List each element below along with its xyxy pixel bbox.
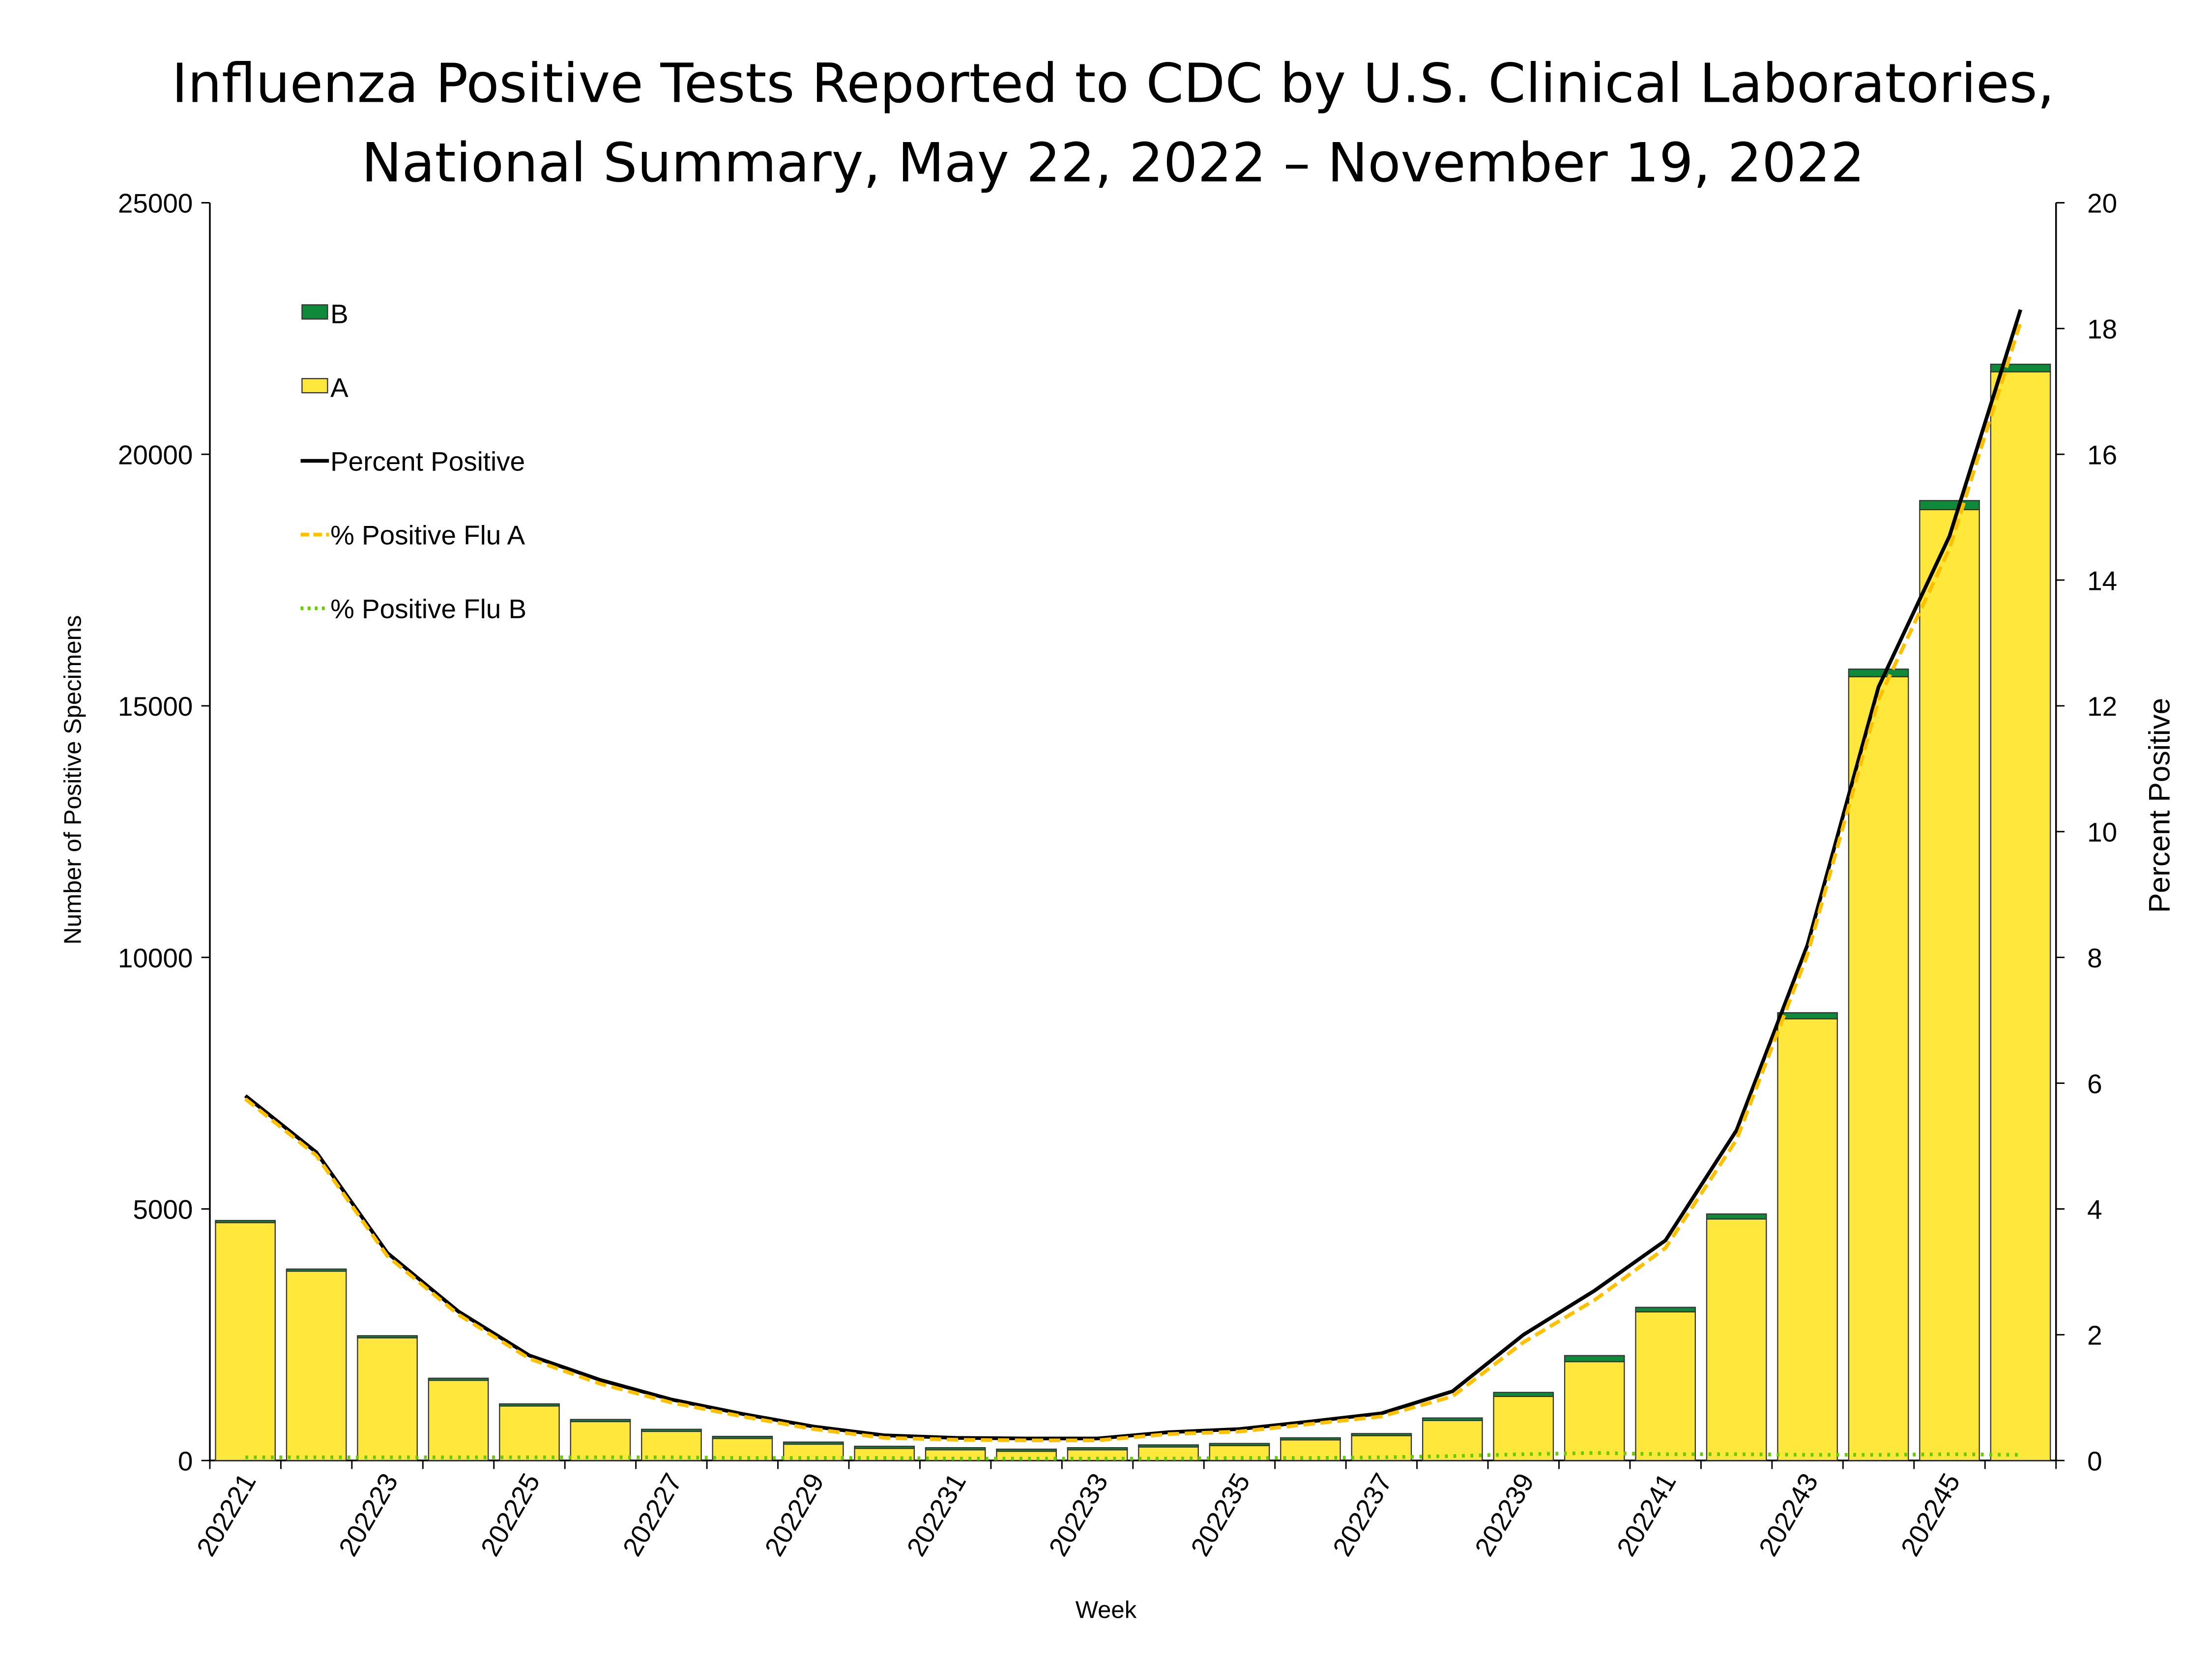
x-tick-label: 202229 (758, 1468, 830, 1561)
bar-b (570, 1419, 631, 1423)
y2-tick-label: 0 (2087, 1446, 2102, 1476)
bar-a (1848, 676, 1909, 1461)
x-tick-label: 202237 (1327, 1468, 1398, 1561)
bar-b (1493, 1392, 1554, 1397)
bar-b (215, 1220, 276, 1223)
x-tick-label: 202223 (332, 1468, 404, 1561)
x-tick-label: 202241 (1611, 1468, 1682, 1561)
y2-tick-label: 12 (2087, 691, 2117, 722)
x-tick-label: 202231 (901, 1468, 972, 1561)
bar-b (1351, 1433, 1412, 1436)
chart-title-line-2: National Summary, May 22, 2022 – Novembe… (361, 131, 1864, 194)
x-tick-label: 202221 (190, 1468, 262, 1561)
bar-b (1067, 1447, 1128, 1451)
y2-tick-label: 4 (2087, 1194, 2102, 1225)
y2-axis-label: Percent Positive (2142, 698, 2176, 913)
line--positive-flu-a (244, 321, 2023, 1442)
legend-label: % Positive Flu B (330, 594, 526, 624)
bar-a (499, 1404, 560, 1461)
y2-tick-label: 14 (2087, 565, 2117, 596)
x-tick-label: 202233 (1043, 1468, 1114, 1561)
legend-label: % Positive Flu A (330, 520, 525, 551)
bar-b (1919, 500, 1980, 510)
bar-b (499, 1403, 560, 1407)
x-tick-label: 202235 (1185, 1468, 1256, 1561)
legend-label: B (330, 299, 349, 329)
y-tick-label: 10000 (118, 943, 193, 973)
y-axis-label: Number of Positive Specimens (59, 615, 86, 944)
bar-b (783, 1441, 844, 1445)
legend-swatch (301, 304, 328, 320)
plot-area: 0 5000 10000 15000 20000 25000 0 2 4 6 8 10 12 14 16 18… (118, 188, 2117, 1561)
bar-b (286, 1268, 347, 1272)
y2-tick-label: 8 (2087, 943, 2102, 973)
bar-a (1919, 509, 1980, 1461)
bar-a (215, 1221, 276, 1461)
bar-b (1422, 1417, 1483, 1421)
y2-tick-label: 16 (2087, 439, 2117, 470)
x-tick-label: 202225 (474, 1468, 546, 1561)
legend-label: Percent Positive (330, 446, 525, 477)
bar-b (1564, 1355, 1625, 1363)
bar-a (1706, 1218, 1767, 1461)
legend-swatch (301, 378, 328, 394)
bar-b (1706, 1213, 1767, 1220)
y2-tick-label: 2 (2087, 1320, 2102, 1350)
bar-b (641, 1428, 702, 1432)
bar-b (1209, 1443, 1270, 1447)
line--positive-flu-b (245, 1451, 2021, 1461)
bar-b (357, 1335, 418, 1339)
bar-b (854, 1446, 915, 1449)
y2-tick-label: 20 (2087, 188, 2117, 219)
x-tick-label: 202245 (1894, 1468, 1966, 1561)
y-tick-label: 25000 (118, 188, 193, 219)
bar-a (1635, 1311, 1696, 1461)
bar-a (1990, 371, 2051, 1461)
bar-a (1564, 1361, 1625, 1461)
bar-b (1138, 1444, 1199, 1448)
y-tick-label: 15000 (118, 691, 193, 722)
y2-tick-label: 10 (2087, 817, 2117, 847)
y-tick-label: 20000 (118, 439, 193, 470)
x-axis-label: Week (1076, 1597, 1137, 1623)
y2-tick-label: 18 (2087, 314, 2117, 345)
bar-b (925, 1447, 986, 1451)
x-tick-label: 202243 (1752, 1468, 1824, 1561)
bar-b (1280, 1437, 1341, 1441)
y-tick-label: 5000 (133, 1194, 193, 1225)
y2-tick-label: 6 (2087, 1069, 2102, 1099)
bar-a (570, 1420, 631, 1461)
legend: B A Percent Positive % Positive Flu A % Posi… (300, 299, 526, 624)
bar-b (428, 1377, 489, 1381)
chart-title-line-1: Influenza Positive Tests Reported to CDC… (172, 52, 2054, 115)
bar-b (1777, 1012, 1838, 1019)
bar-a (357, 1336, 418, 1461)
bar-a (1777, 1018, 1838, 1461)
bar-a (428, 1378, 489, 1461)
x-tick-label: 202239 (1469, 1468, 1540, 1561)
bar-a (1422, 1420, 1483, 1461)
bar-a (1351, 1434, 1412, 1461)
line-percent-positive (244, 309, 2023, 1441)
bar-a (1493, 1396, 1554, 1461)
bar-b (1635, 1307, 1696, 1312)
bar-a (712, 1436, 773, 1461)
bar-b (996, 1448, 1057, 1452)
x-tick-label: 202227 (616, 1468, 688, 1561)
y-tick-label: 0 (178, 1446, 193, 1476)
legend-label: A (330, 373, 349, 403)
bar-b (1848, 669, 1909, 677)
bar-a (641, 1429, 702, 1461)
bar-a (286, 1270, 347, 1461)
bar-b (712, 1435, 773, 1439)
